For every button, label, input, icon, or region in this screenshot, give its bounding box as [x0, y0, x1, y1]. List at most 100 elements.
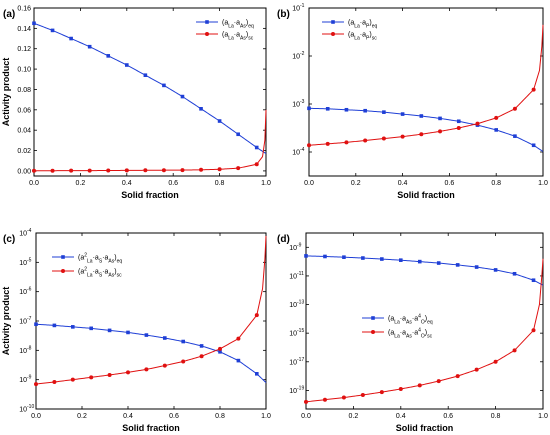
data-point-square — [493, 268, 498, 272]
y-tick-label: 10 — [19, 407, 27, 414]
y-tick-label: 10 — [19, 348, 27, 355]
x-tick-label: 0.0 — [29, 180, 39, 187]
data-point-circle — [344, 140, 349, 145]
data-point-square — [531, 143, 536, 148]
y-tick-exponent: -2 — [300, 51, 305, 57]
data-point-circle — [32, 168, 36, 173]
data-point-circle — [531, 328, 536, 333]
y-tick-label: 0.14 — [17, 26, 31, 33]
data-point-circle — [87, 168, 92, 173]
data-point-circle — [512, 106, 517, 111]
y-tick-exponent: -10 — [27, 404, 34, 410]
x-tick-label: 1.0 — [538, 413, 548, 420]
data-point-circle — [456, 126, 461, 130]
x-tick-label: 0.0 — [304, 180, 314, 187]
legend-marker-circle — [331, 32, 335, 36]
series-line — [308, 107, 544, 152]
y-tick-label: 10 — [289, 245, 297, 252]
data-point-square — [199, 344, 204, 348]
y-tick-exponent: -8 — [27, 345, 32, 351]
data-point-square — [399, 258, 403, 262]
data-point-circle — [417, 383, 422, 388]
data-point-circle — [341, 395, 346, 400]
data-point-circle — [143, 168, 148, 173]
data-point-square — [344, 107, 349, 112]
data-point-circle — [512, 348, 517, 353]
data-point-square — [87, 44, 92, 49]
data-point-square — [438, 116, 442, 121]
data-point-circle — [34, 382, 38, 387]
x-tick-label: 0.6 — [169, 413, 179, 420]
series-line — [308, 24, 544, 146]
data-point-square — [342, 255, 346, 259]
data-point-square — [513, 134, 517, 138]
legend-marker-circle — [205, 32, 209, 36]
data-point-square — [531, 278, 536, 283]
y-tick-exponent: -13 — [297, 300, 304, 306]
y-tick-label: 10 — [289, 302, 297, 309]
x-tick-label: 0.4 — [123, 413, 133, 420]
x-axis-title: Solid fraction — [396, 423, 454, 433]
series-line — [305, 255, 544, 286]
panel-label: (b) — [277, 9, 290, 20]
x-tick-label: 0.2 — [349, 413, 359, 420]
series-line — [34, 109, 267, 172]
data-point-circle — [400, 134, 405, 139]
y-tick-exponent: -4 — [27, 228, 32, 234]
data-point-circle — [494, 115, 499, 120]
data-point-circle — [70, 377, 75, 382]
y-tick-label: 10 — [19, 289, 27, 296]
data-point-circle — [181, 359, 186, 364]
data-point-square — [363, 108, 367, 113]
data-point-circle — [304, 399, 308, 404]
data-point-square — [180, 94, 185, 99]
data-point-square — [236, 132, 240, 137]
y-tick-label: 10 — [19, 260, 27, 267]
data-point-square — [512, 271, 517, 276]
data-point-circle — [217, 167, 222, 172]
data-point-square — [417, 259, 422, 264]
x-tick-label: 0.2 — [76, 180, 86, 187]
x-tick-label: 1.0 — [261, 180, 271, 187]
data-point-circle — [50, 168, 55, 173]
x-tick-label: 0.6 — [443, 413, 453, 420]
x-tick-label: 0.6 — [168, 180, 178, 187]
data-point-square — [456, 119, 461, 124]
data-point-square — [125, 63, 129, 67]
y-tick-label: 10 — [289, 359, 297, 366]
plot-frame — [35, 232, 267, 410]
x-tick-label: 0.8 — [215, 413, 225, 420]
data-point-circle — [218, 346, 222, 351]
data-point-square — [106, 54, 111, 58]
data-point-circle — [106, 168, 111, 173]
data-point-circle — [199, 167, 204, 172]
data-point-square — [382, 110, 386, 114]
data-point-circle — [236, 166, 241, 171]
legend-label: (a2La·aS·aAs)sc — [78, 267, 122, 279]
y-tick-label: 10 — [289, 331, 297, 338]
data-point-square — [50, 28, 55, 33]
data-point-circle — [379, 390, 384, 395]
panel-b: (b)0.0 0.2 0.4 0.6 0.8 1.010-410-310-210 -1Sol… — [277, 3, 548, 200]
y-tick-label: 10 — [19, 231, 27, 238]
series-line — [35, 323, 267, 383]
y-tick-exponent: -7 — [27, 316, 32, 322]
y-tick-exponent: -19 — [297, 385, 304, 391]
data-point-square — [162, 83, 166, 88]
data-point-circle — [438, 129, 443, 134]
x-axis-title: Solid fraction — [122, 423, 180, 433]
data-point-square — [163, 336, 167, 340]
data-point-square — [436, 261, 441, 265]
data-point-square — [494, 128, 498, 132]
legend-label: (aLa·aAs)sc — [222, 32, 254, 42]
data-point-square — [254, 145, 259, 150]
y-tick-label: 10 — [19, 377, 27, 384]
data-point-circle — [322, 397, 327, 402]
y-tick-exponent: -3 — [300, 99, 305, 105]
y-tick-label: 0.16 — [17, 6, 31, 13]
x-axis-title: Solid fraction — [121, 190, 179, 200]
data-point-square — [474, 265, 479, 269]
panel-label: (c) — [3, 234, 15, 245]
data-point-square — [361, 256, 365, 260]
